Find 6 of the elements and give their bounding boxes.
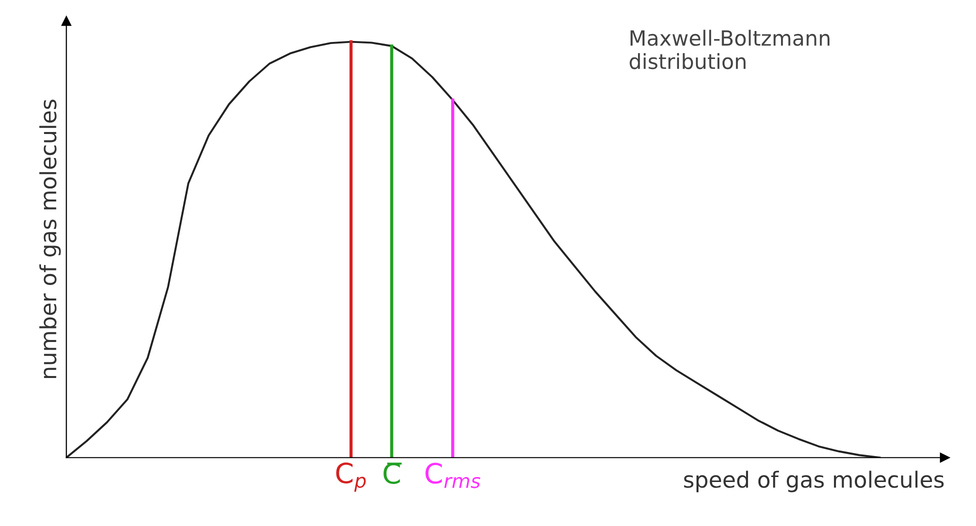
x-axis-title: speed of gas molecules: [684, 470, 944, 492]
chart-title: Maxwell-Boltzmann distribution: [630, 30, 830, 70]
y-axis-title: number of gas molecules: [39, 100, 61, 378]
x-tick-label: C$_{p}$: [336, 462, 366, 492]
x-tick-label: C$_{rms}$: [426, 462, 480, 488]
x-tick-label: C̅: [384, 462, 402, 484]
